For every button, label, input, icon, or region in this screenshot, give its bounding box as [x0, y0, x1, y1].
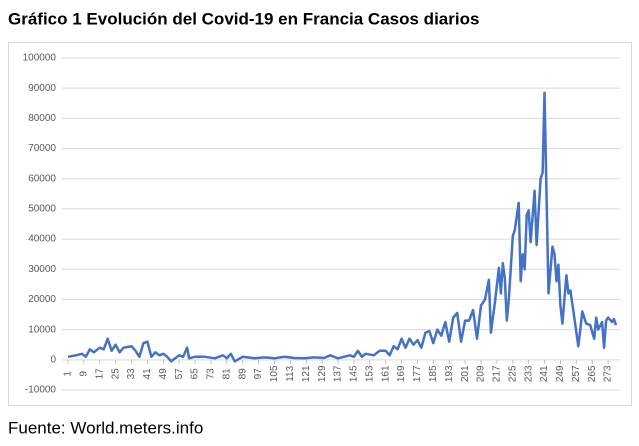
x-tick-label: 241 — [539, 365, 550, 382]
x-tick-label: 169 — [396, 365, 407, 382]
x-tick-label: 17 — [94, 368, 105, 380]
y-tick-label: 20000 — [28, 294, 56, 305]
x-tick-label: 145 — [349, 365, 360, 382]
x-tick-label: 153 — [364, 365, 375, 382]
x-tick-label: 1 — [63, 371, 74, 377]
x-tick-label: 185 — [428, 365, 439, 382]
x-tick-label: 65 — [190, 368, 201, 380]
x-tick-label: 49 — [158, 368, 169, 380]
x-tick-label: 89 — [237, 368, 248, 380]
x-tick-label: 225 — [507, 365, 518, 382]
y-tick-label: 40000 — [28, 234, 56, 245]
x-tick-label: 105 — [269, 365, 280, 382]
chart-title: Gráfico 1 Evolución del Covid-19 en Fran… — [8, 9, 479, 28]
y-tick-label: 90000 — [28, 83, 56, 94]
x-tick-label: 41 — [142, 368, 153, 380]
x-tick-label: 257 — [571, 365, 582, 382]
x-tick-label: 121 — [301, 365, 312, 382]
series-line — [67, 91, 618, 363]
x-tick-label: 177 — [412, 365, 423, 382]
x-tick-label: 113 — [285, 365, 296, 381]
x-tick-label: 9 — [78, 371, 89, 377]
x-tick-label: 209 — [476, 365, 487, 382]
x-tick-label: 273 — [603, 365, 614, 382]
y-tick-label: 30000 — [28, 264, 56, 275]
x-tick-label: 161 — [380, 365, 391, 382]
x-tick-label: 217 — [492, 365, 503, 382]
y-tick-label: 100000 — [23, 53, 57, 64]
chart-frame — [8, 42, 632, 406]
y-tick-label: 0 — [50, 354, 56, 365]
source: Fuente: World.meters.info — [8, 418, 203, 437]
y-tick-label: 80000 — [28, 113, 56, 124]
x-tick-label: 201 — [460, 365, 471, 382]
x-tick-label: 57 — [174, 368, 185, 380]
x-tick-label: 193 — [444, 365, 455, 382]
x-tick-label: 265 — [587, 365, 598, 382]
x-tick-label: 33 — [126, 368, 137, 380]
x-tick-label: 97 — [253, 368, 264, 380]
x-tick-label: 137 — [333, 365, 344, 382]
x-tick-label: 73 — [206, 368, 217, 380]
x-tick-label: 25 — [110, 368, 121, 380]
y-tick-label: 50000 — [28, 204, 56, 215]
x-tick-label: 249 — [555, 365, 566, 382]
y-tick-label: 70000 — [28, 143, 56, 154]
y-tick-label: -10000 — [25, 385, 57, 396]
x-tick-label: 129 — [317, 365, 328, 382]
y-tick-label: 10000 — [28, 324, 56, 335]
x-tick-label: 233 — [523, 365, 534, 382]
x-tick-label: 81 — [221, 368, 232, 380]
y-tick-label: 60000 — [28, 173, 56, 184]
